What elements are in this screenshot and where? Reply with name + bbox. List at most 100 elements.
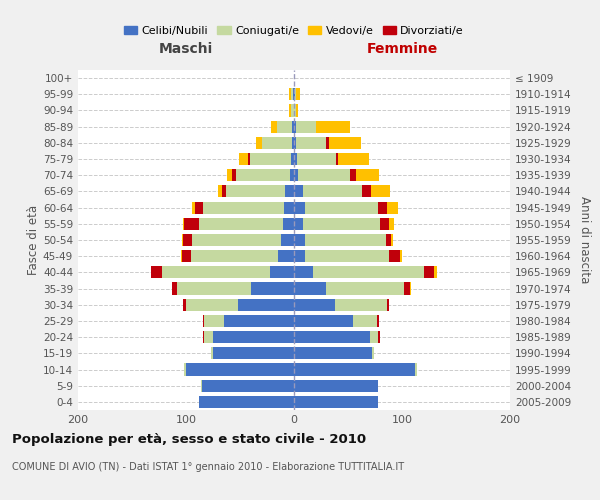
Bar [296,137,326,149]
Bar [294,364,415,376]
Bar [326,282,404,294]
Text: Popolazione per età, sesso e stato civile - 2010: Popolazione per età, sesso e stato civil… [12,432,366,446]
Bar [270,266,294,278]
Bar [296,120,316,132]
Bar [205,331,213,343]
Bar [183,218,184,230]
Bar [289,88,291,101]
Bar [298,169,350,181]
Bar [277,120,292,132]
Bar [294,234,305,246]
Bar [415,364,417,376]
Bar [296,104,298,117]
Bar [372,348,374,360]
Bar [199,396,294,408]
Bar [389,250,400,262]
Bar [400,250,402,262]
Bar [211,348,213,360]
Bar [378,331,380,343]
Bar [283,218,294,230]
Bar [289,104,291,117]
Bar [387,298,389,311]
Bar [251,282,294,294]
Bar [294,169,298,181]
Bar [203,331,205,343]
Bar [370,331,378,343]
Bar [193,202,194,213]
Bar [294,153,297,165]
Bar [213,331,294,343]
Bar [294,88,295,101]
Bar [184,218,199,230]
Y-axis label: Fasce di età: Fasce di età [27,205,40,275]
Bar [182,250,191,262]
Bar [203,315,205,327]
Bar [293,88,294,101]
Bar [391,234,394,246]
Bar [238,298,294,311]
Bar [294,348,372,360]
Bar [292,120,294,132]
Bar [286,186,294,198]
Bar [186,298,238,311]
Bar [302,218,380,230]
Bar [221,186,226,198]
Bar [329,137,361,149]
Y-axis label: Anni di nascita: Anni di nascita [578,196,591,284]
Text: COMUNE DI AVIO (TN) - Dati ISTAT 1° gennaio 2010 - Elaborazione TUTTITALIA.IT: COMUNE DI AVIO (TN) - Dati ISTAT 1° genn… [12,462,404,472]
Bar [434,266,437,278]
Bar [181,250,182,262]
Bar [291,88,293,101]
Bar [294,266,313,278]
Bar [278,250,294,262]
Bar [202,380,294,392]
Bar [291,153,294,165]
Bar [371,186,390,198]
Bar [284,202,294,213]
Bar [232,169,236,181]
Bar [387,202,398,213]
Bar [362,186,371,198]
Bar [353,315,377,327]
Bar [386,234,391,246]
Bar [290,169,294,181]
Bar [356,169,379,181]
Bar [294,218,302,230]
Bar [294,120,296,132]
Bar [226,186,286,198]
Bar [213,348,294,360]
Bar [326,137,329,149]
Bar [335,298,387,311]
Bar [291,104,294,117]
Bar [236,169,290,181]
Bar [297,153,336,165]
Bar [281,234,294,246]
Bar [183,234,193,246]
Bar [172,282,178,294]
Bar [389,218,394,230]
Bar [294,331,370,343]
Bar [296,88,301,101]
Bar [305,234,386,246]
Bar [313,266,424,278]
Bar [305,202,378,213]
Bar [294,396,378,408]
Bar [292,137,294,149]
Bar [380,218,389,230]
Bar [338,153,368,165]
Bar [271,120,277,132]
Bar [294,298,335,311]
Bar [203,202,284,213]
Bar [162,266,270,278]
Bar [316,120,350,132]
Bar [295,88,296,101]
Bar [294,186,302,198]
Bar [194,202,203,213]
Bar [186,364,294,376]
Bar [218,186,221,198]
Bar [378,202,387,213]
Bar [294,380,378,392]
Text: Maschi: Maschi [159,42,213,56]
Bar [294,315,353,327]
Bar [191,250,278,262]
